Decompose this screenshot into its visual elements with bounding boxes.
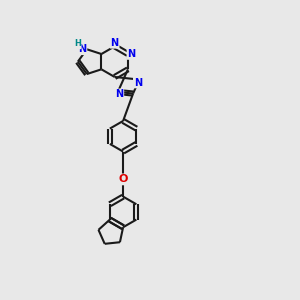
Text: N: N	[78, 44, 86, 54]
Text: N: N	[111, 38, 119, 48]
Text: H: H	[74, 40, 81, 49]
Text: O: O	[118, 174, 128, 184]
Text: N: N	[134, 77, 142, 88]
Text: N: N	[115, 89, 123, 99]
Text: N: N	[128, 49, 136, 59]
